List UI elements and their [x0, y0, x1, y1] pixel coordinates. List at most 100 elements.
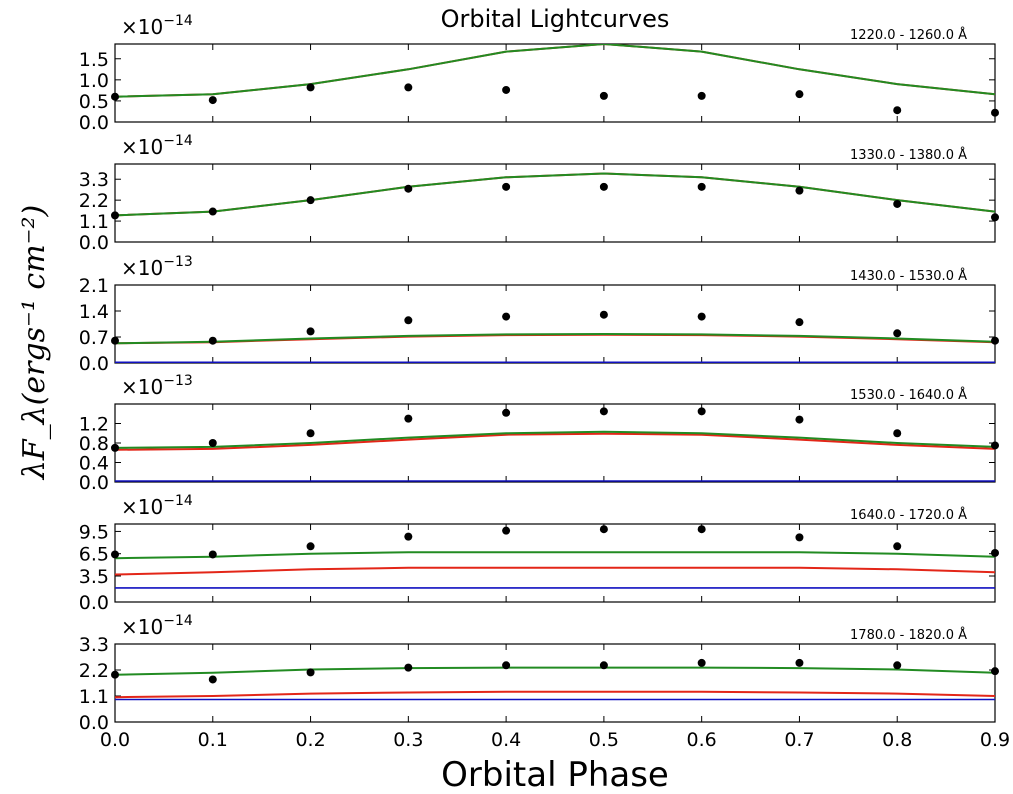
x-tick-label: 0.4: [491, 729, 521, 751]
data-point: [208, 675, 217, 684]
y-tick-label: 2.1: [79, 275, 109, 297]
y-tick-label: 6.5: [79, 544, 109, 566]
green-model-line: [115, 332, 995, 345]
red-model-line: [115, 690, 995, 699]
data-point: [208, 439, 217, 447]
data-point: [991, 336, 999, 345]
y-tick-label: 0.0: [79, 472, 109, 494]
red-model-line: [115, 566, 995, 576]
data-point: [991, 441, 999, 450]
red-model-line: [115, 333, 995, 345]
data-point: [208, 207, 217, 216]
data-point: [599, 525, 608, 534]
data-point: [404, 83, 413, 92]
data-point: [697, 91, 706, 100]
x-tick-label: 0.9: [980, 729, 1010, 751]
panel-frame: [114, 284, 996, 364]
data-point: [404, 184, 413, 193]
y-tick-label: 1.2: [79, 414, 109, 436]
data-point: [502, 408, 511, 417]
data-point: [697, 525, 706, 534]
panel-frame: [114, 643, 996, 723]
x-tick-label: 0.8: [882, 729, 912, 751]
data-point: [991, 213, 999, 222]
green-model-line: [115, 172, 995, 217]
y-tick-label: 0.8: [79, 433, 109, 455]
x-tick-label: 0.6: [687, 729, 717, 751]
data-point: [111, 211, 119, 220]
panel-2: 0.01.12.23.3 ×10−14 1330.0 - 1380.0 Å: [79, 133, 999, 254]
offset-multiplier: ×10−13: [121, 254, 193, 280]
data-point: [306, 429, 315, 438]
data-point: [404, 532, 413, 541]
panel-frame: [114, 163, 996, 243]
y-tick-label: 0.0: [79, 592, 109, 614]
data-point: [893, 542, 902, 551]
data-point: [404, 316, 413, 325]
data-point: [502, 85, 511, 94]
y-tick-label: 2.2: [79, 660, 109, 682]
offset-multiplier: ×10−14: [121, 493, 193, 519]
y-tick-label: 9.5: [79, 521, 109, 543]
y-tick-label: 2.2: [79, 190, 109, 212]
x-tick-label: 0.2: [295, 729, 325, 751]
wavelength-band-label: 1640.0 - 1720.0 Å: [850, 507, 967, 523]
panel-frame: [114, 43, 996, 123]
data-point: [111, 336, 119, 345]
data-point: [208, 96, 217, 105]
data-point: [795, 415, 804, 424]
y-tick-label: 3.3: [79, 634, 109, 656]
data-point: [404, 663, 413, 672]
x-axis-tick-labels: 0.0 0.1 0.2 0.3 0.4 0.5 0.6 0.7 0.8 0.9: [100, 729, 1010, 751]
x-axis-label: Orbital Phase: [441, 755, 669, 794]
x-tick-label: 0.7: [784, 729, 814, 751]
x-tick-label: 0.5: [589, 729, 619, 751]
y-tick-label: 0.0: [79, 112, 109, 134]
x-tick-label: 0.0: [100, 729, 130, 751]
data-point: [991, 667, 999, 676]
data-point: [111, 443, 119, 452]
data-point: [502, 312, 511, 321]
panel-6: 0.0 1.1 2.2 3.3 ×10−14 1780.0 - 1820.0 Å: [79, 613, 999, 734]
y-tick-label: 1.4: [79, 301, 109, 323]
y-tick-label: 0.0: [79, 232, 109, 254]
data-point: [893, 429, 902, 438]
y-tick-label: 0.0: [79, 353, 109, 375]
data-point: [208, 336, 217, 345]
data-point: [502, 182, 511, 191]
wavelength-band-label: 1430.0 - 1530.0 Å: [850, 268, 967, 284]
data-point: [599, 407, 608, 416]
y-tick-label: 0.7: [79, 327, 109, 349]
panel-3: 0.0 0.7 1.4 2.1 ×10−13 1430.0 - 1530.0 Å: [79, 254, 999, 375]
y-tick-label: 1.0: [79, 70, 109, 92]
data-point: [697, 182, 706, 191]
offset-multiplier: ×10−13: [121, 373, 193, 399]
data-point: [502, 526, 511, 535]
data-point: [111, 550, 119, 559]
data-point: [306, 83, 315, 92]
y-tick-label: 3.5: [79, 566, 109, 588]
data-point: [991, 108, 999, 117]
green-model-line: [115, 44, 995, 98]
data-point: [795, 90, 804, 99]
data-point: [306, 542, 315, 551]
y-axis-label: λF_λ(ergs⁻¹ cm⁻²): [17, 205, 52, 480]
data-point: [893, 329, 902, 338]
data-point: [404, 414, 413, 423]
green-model-line: [115, 430, 995, 449]
data-point: [697, 658, 706, 667]
data-point: [306, 668, 315, 677]
data-point: [111, 92, 119, 101]
data-point: [502, 661, 511, 670]
data-point: [893, 106, 902, 115]
data-point: [599, 91, 608, 100]
panel-frame: [114, 523, 996, 603]
data-point: [795, 186, 804, 195]
offset-multiplier: ×10−14: [121, 613, 193, 639]
data-point: [599, 310, 608, 319]
data-point: [893, 199, 902, 208]
data-point: [893, 661, 902, 670]
y-tick-label: 0.5: [79, 91, 109, 113]
